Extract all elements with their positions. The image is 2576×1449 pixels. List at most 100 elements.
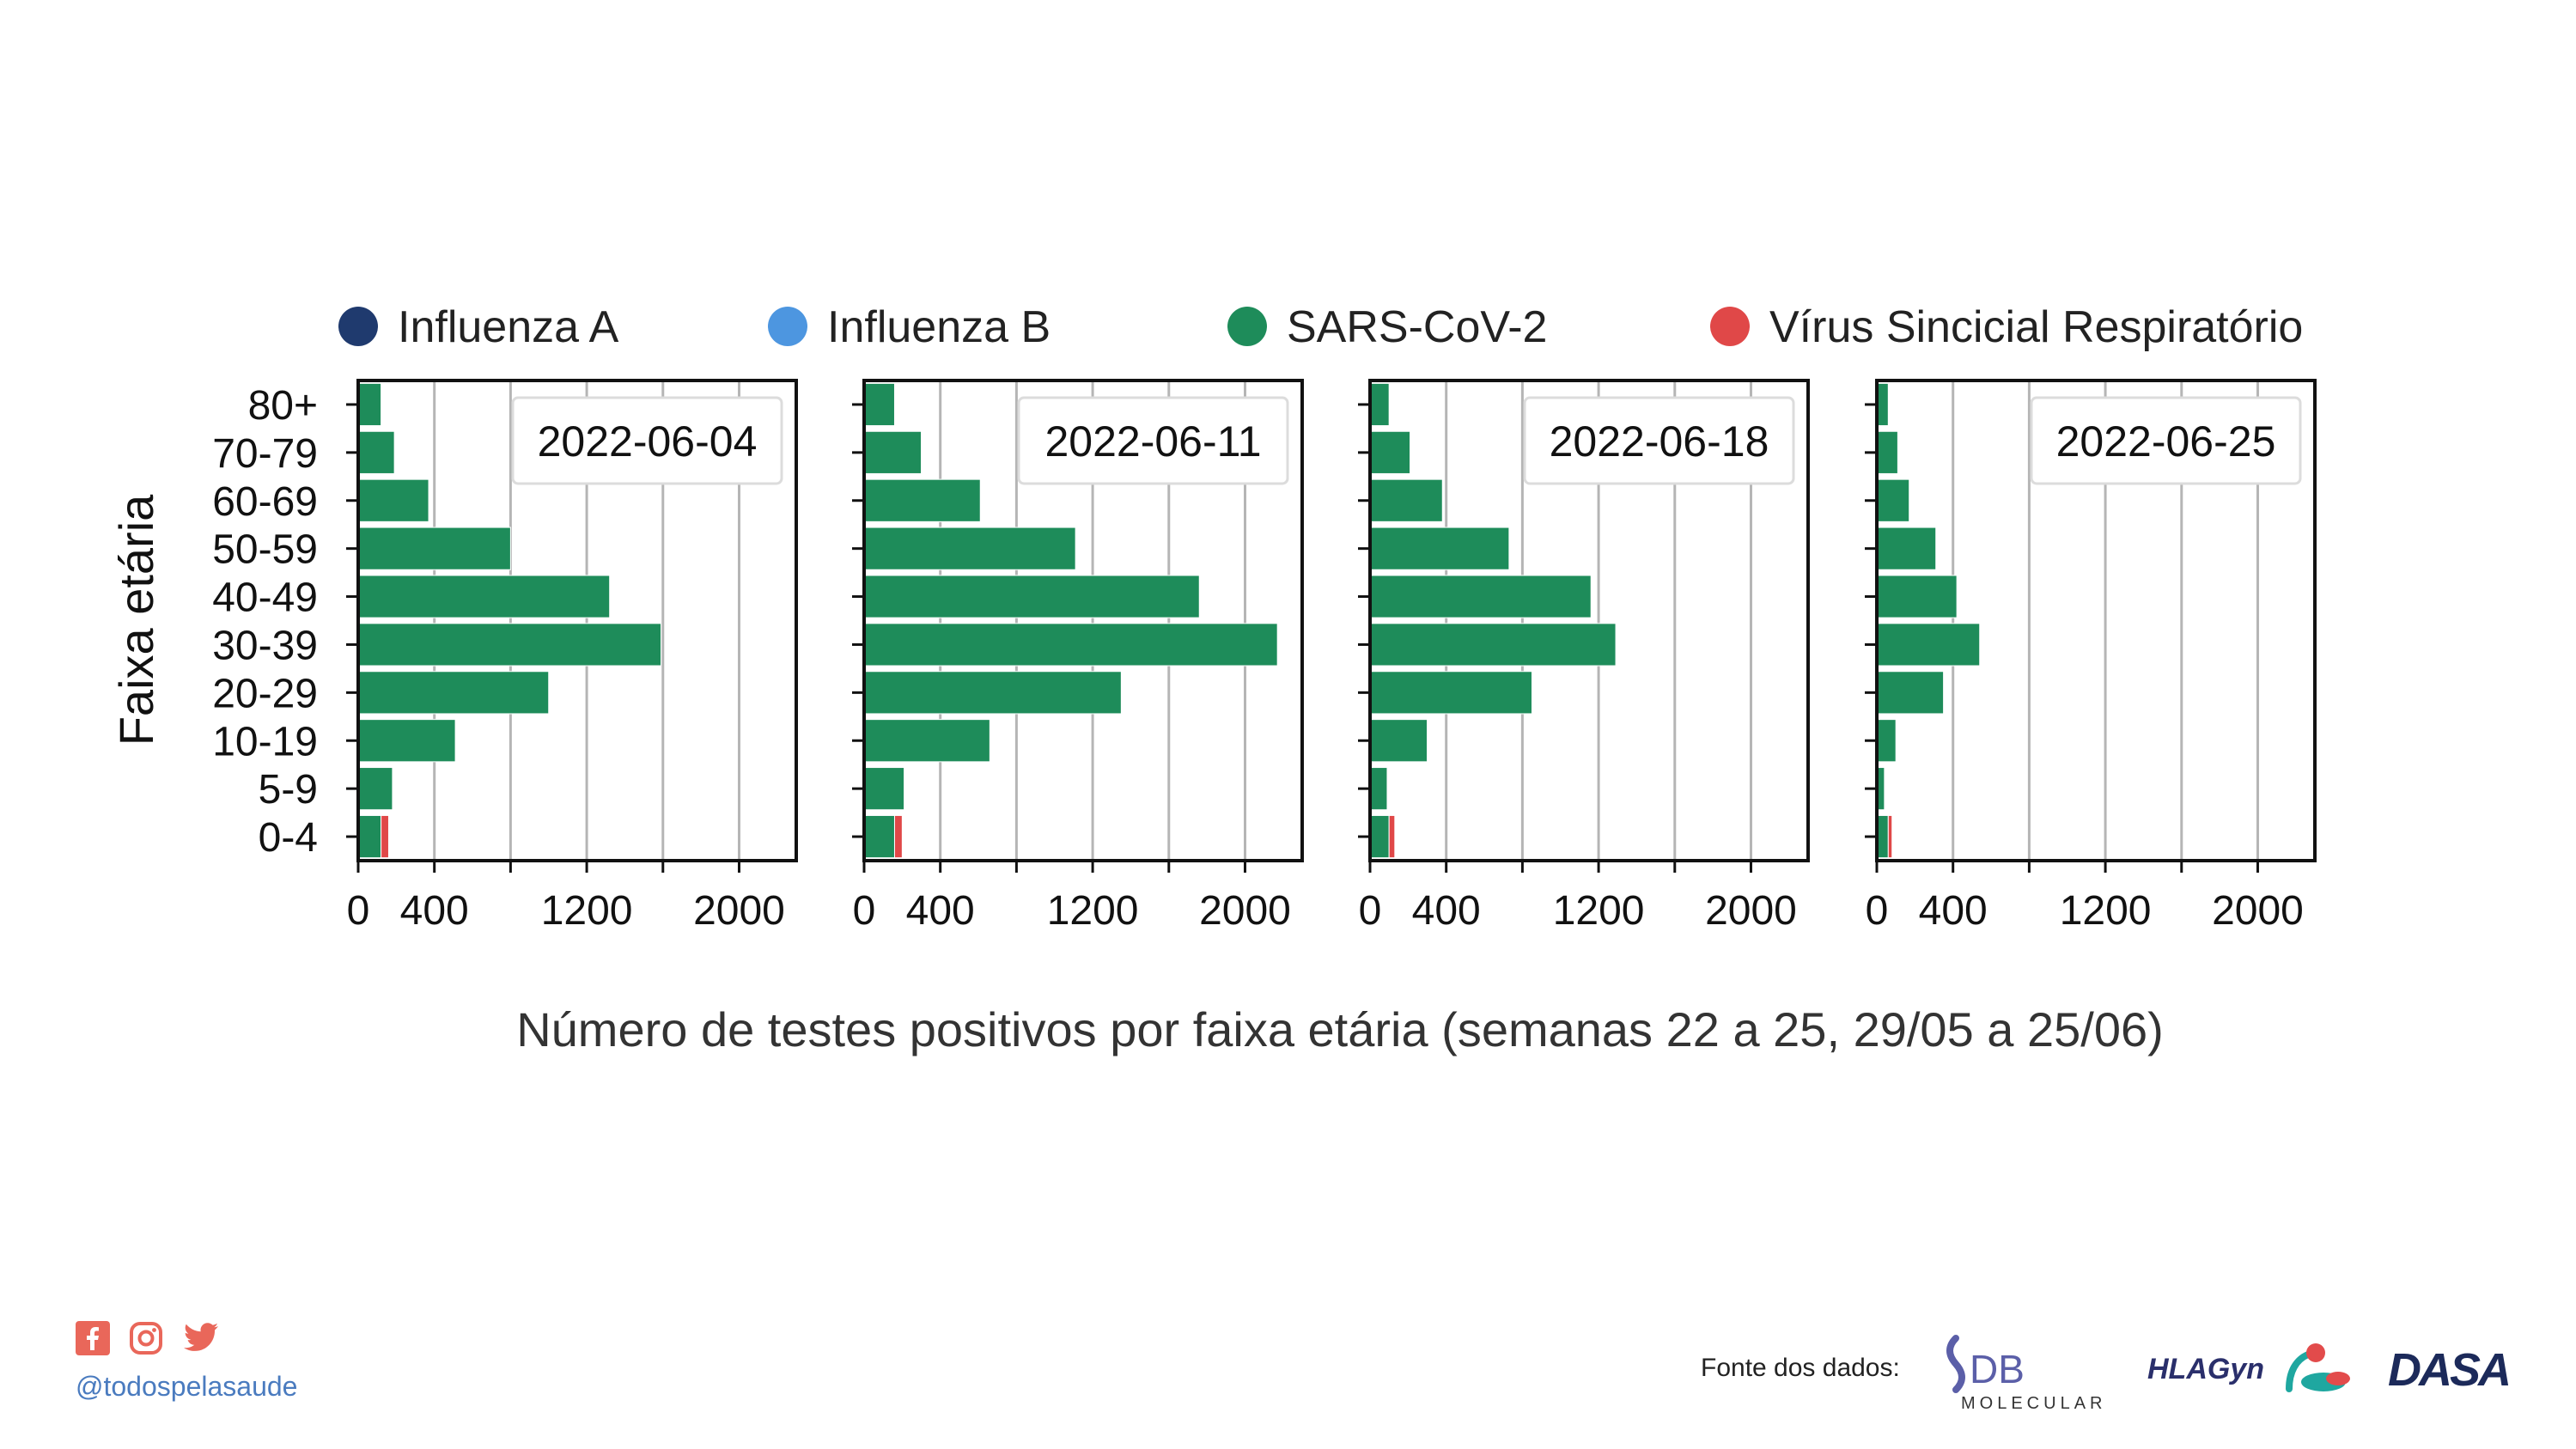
bar	[357, 478, 429, 522]
x-tick-label: 400	[906, 888, 975, 934]
bar	[863, 767, 905, 811]
bar	[863, 719, 990, 763]
legend-label: SARS-CoV-2	[1287, 302, 1547, 352]
y-axis-title-group: Faixa etária	[109, 494, 163, 746]
bar	[1876, 478, 1910, 522]
legend-label: Influenza A	[398, 302, 619, 352]
panel-date-box	[2030, 396, 2302, 485]
bar	[1369, 382, 1390, 427]
y-tick-label: 40-49	[212, 575, 318, 621]
x-tick-label: 400	[1412, 888, 1481, 934]
legend-marker	[1710, 307, 1750, 346]
x-tick-label: 0	[1359, 888, 1382, 934]
x-tick-label: 400	[1919, 888, 1988, 934]
legend-label: Influenza B	[827, 302, 1050, 352]
bar	[1369, 814, 1390, 859]
bar	[1876, 623, 1981, 667]
legend-label: Vírus Sincicial Respiratório	[1769, 302, 2303, 352]
x-tick-label: 0	[853, 888, 876, 934]
bar	[357, 382, 382, 427]
bar	[893, 814, 903, 859]
y-tick-label: 50-59	[212, 527, 318, 573]
hlagyn-logo-text: HLAGyn	[2147, 1353, 2264, 1385]
social-handle[interactable]: @todospelasaude	[76, 1371, 298, 1402]
x-tick-label: 1200	[2060, 888, 2152, 934]
panel-date-label: 2022-06-11	[1044, 417, 1261, 466]
bar	[863, 430, 923, 474]
bar	[863, 575, 1200, 618]
panel-date-label: 2022-06-18	[1550, 417, 1769, 466]
bar	[1369, 527, 1510, 570]
db-logo-subtext: MOLECULAR	[1961, 1394, 2106, 1413]
panel-date-box	[1523, 396, 1795, 485]
y-tick-label: 70-79	[212, 431, 318, 477]
social-icons	[76, 1321, 220, 1360]
chart-caption: Número de testes positivos por faixa etá…	[516, 1002, 2164, 1056]
bar	[1876, 575, 1958, 618]
db-molecular-logo: DB MOLECULAR	[1937, 1330, 2126, 1416]
x-tick-label: 2000	[1199, 888, 1291, 934]
panel-date-box	[1017, 396, 1289, 485]
bar	[863, 623, 1278, 667]
facebook-icon[interactable]	[76, 1321, 110, 1360]
bar	[863, 671, 1122, 715]
bar	[357, 671, 550, 715]
bar	[357, 575, 611, 618]
panels: 0 400 1200 2000 80+70-7960-6950-5940-4930-39…	[212, 379, 2317, 934]
panel-4: 0 400 1200 2000 2022-06-25	[1865, 379, 2317, 934]
y-tick-label: 80+	[248, 383, 318, 429]
panel-2: 0 400 1200 2000 2022-06-11	[852, 379, 1304, 934]
y-tick-label: 10-19	[212, 719, 318, 764]
twitter-icon[interactable]	[182, 1321, 220, 1360]
plot-frame	[1875, 379, 2317, 862]
x-tick-label: 1200	[541, 888, 633, 934]
x-tick-label: 0	[1866, 888, 1889, 934]
bar	[1369, 478, 1443, 522]
x-tick-label: 2000	[1705, 888, 1797, 934]
y-tick-label: 20-29	[212, 671, 318, 716]
y-tick-label: 0-4	[259, 815, 318, 861]
bar	[357, 430, 395, 474]
bar	[1369, 671, 1532, 715]
legend-marker	[768, 307, 807, 346]
bar	[863, 527, 1076, 570]
x-tick-label: 400	[400, 888, 469, 934]
y-tick-label: 5-9	[259, 767, 318, 813]
instagram-icon[interactable]	[129, 1321, 163, 1360]
bar	[1369, 623, 1617, 667]
dasa-logo-text: DASA	[2388, 1344, 2509, 1396]
panel-date-label: 2022-06-25	[2056, 417, 2276, 466]
dasa-logo: DASA	[2388, 1344, 2534, 1396]
x-tick-label: 2000	[2212, 888, 2304, 934]
bar	[1369, 719, 1428, 763]
bar	[863, 382, 895, 427]
bar	[1876, 719, 1897, 763]
bar	[1876, 671, 1945, 715]
bar	[357, 767, 393, 811]
bar	[357, 527, 511, 570]
bar	[1876, 430, 1898, 474]
bar	[863, 814, 895, 859]
y-axis-title: Faixa etária	[109, 494, 163, 746]
legend-marker	[338, 307, 378, 346]
db-logo-text: DB	[1970, 1347, 2025, 1391]
x-tick-label: 1200	[1553, 888, 1645, 934]
bar	[863, 478, 981, 522]
bar	[357, 623, 662, 667]
panel-date-box	[511, 396, 783, 485]
bar	[381, 814, 389, 859]
hlagyn-logo: HLAGyn	[2147, 1336, 2362, 1404]
bar	[1369, 767, 1388, 811]
x-tick-label: 1200	[1047, 888, 1139, 934]
bar	[357, 719, 456, 763]
x-tick-label: 0	[347, 888, 370, 934]
bar	[1388, 814, 1396, 859]
plot-frame	[1368, 379, 1810, 862]
y-tick-label: 30-39	[212, 623, 318, 668]
bar	[1887, 814, 1893, 859]
plot-frame	[862, 379, 1304, 862]
panel-1: 0 400 1200 2000 80+70-7960-6950-5940-4930-39…	[212, 379, 798, 934]
data-source-label: Fonte dos dados:	[1701, 1354, 1900, 1382]
y-tick-label: 60-69	[212, 479, 318, 525]
